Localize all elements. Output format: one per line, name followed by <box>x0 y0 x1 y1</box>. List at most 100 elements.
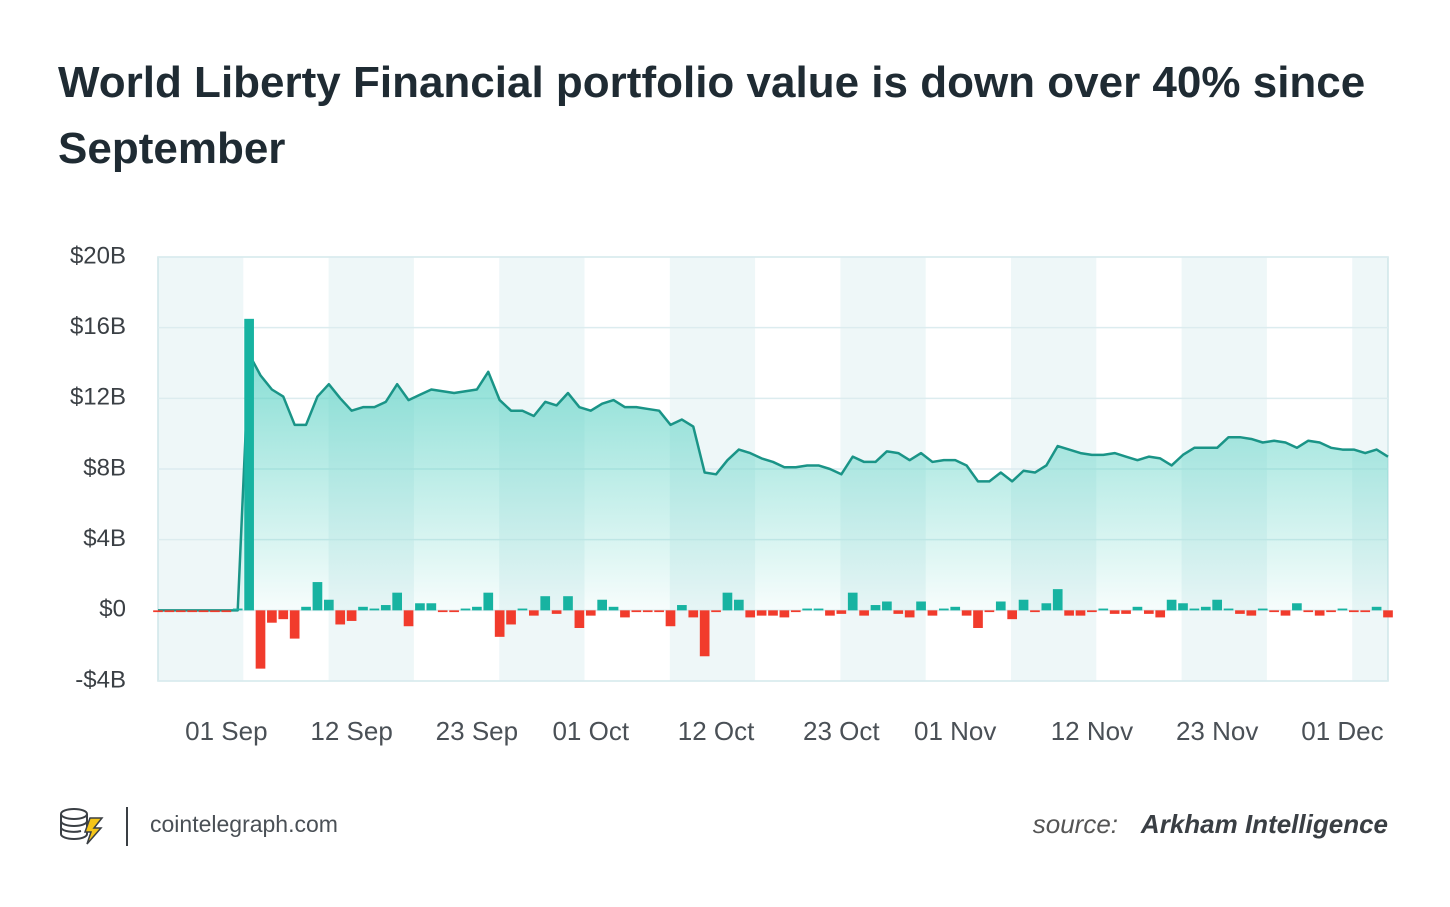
bar <box>449 610 459 613</box>
bar <box>1030 610 1040 613</box>
bar <box>1109 610 1120 614</box>
bar <box>1052 589 1063 611</box>
y-tick-label: $16B <box>70 313 126 340</box>
bar <box>232 608 243 611</box>
bar <box>346 610 357 621</box>
bar <box>631 610 642 613</box>
bar <box>733 599 744 611</box>
bar <box>551 610 562 614</box>
bar <box>267 610 277 623</box>
bar <box>289 610 300 639</box>
bar <box>335 610 346 625</box>
bar <box>392 592 403 611</box>
bar <box>847 592 858 611</box>
bar <box>506 610 516 625</box>
bar <box>1371 606 1382 611</box>
bar <box>1178 603 1188 611</box>
bar <box>620 610 630 618</box>
bar <box>437 610 448 613</box>
bar <box>255 610 266 669</box>
bar <box>210 610 220 613</box>
bar <box>699 610 710 657</box>
bar <box>790 610 801 613</box>
bar <box>654 610 664 613</box>
bar <box>1200 606 1211 611</box>
bar <box>472 606 482 611</box>
bar <box>153 610 163 613</box>
bar <box>1269 610 1279 613</box>
bar <box>961 610 972 616</box>
bar <box>1018 599 1029 611</box>
area-fill <box>158 354 1388 611</box>
bar <box>528 610 539 616</box>
bar <box>380 605 391 611</box>
bar <box>1155 610 1166 618</box>
bar <box>1007 610 1018 620</box>
bar <box>984 610 995 613</box>
bar <box>278 610 289 620</box>
x-tick-label: 23 Nov <box>1176 716 1258 746</box>
bar <box>756 610 767 616</box>
source: Arkham Intelligence <box>1140 809 1388 839</box>
bar <box>1326 610 1336 613</box>
bar <box>517 608 528 611</box>
bar <box>403 610 414 627</box>
bar <box>642 610 653 613</box>
bar <box>711 610 721 613</box>
bar <box>1235 610 1245 614</box>
bar <box>1189 608 1200 611</box>
bar <box>358 606 368 611</box>
bar <box>916 601 926 611</box>
bar <box>813 608 824 611</box>
bar <box>825 610 835 616</box>
bar <box>995 601 1006 611</box>
bar <box>973 610 983 628</box>
bar <box>221 610 232 613</box>
y-tick-label: $12B <box>70 384 126 411</box>
x-tick-label: 12 Nov <box>1051 716 1133 746</box>
chart-title: World Liberty Financial portfolio value … <box>58 58 1366 173</box>
source-label: source: <box>1033 809 1118 839</box>
bar <box>1166 599 1177 611</box>
bar <box>175 610 186 613</box>
line <box>158 352 1389 612</box>
bar <box>369 608 380 611</box>
bar <box>859 610 869 616</box>
axes: -$4B $0 $4B $8B $12B $16B $20B 01 Sep 12 Sep 23 S… <box>70 242 1384 746</box>
x-tick-label: 01 Sep <box>185 716 267 746</box>
bar <box>597 599 608 611</box>
bar <box>836 610 847 614</box>
x-tick-label: 23 Sep <box>436 716 518 746</box>
footer: cointelegraph.com source: Arkham Intelli… <box>60 807 1388 846</box>
bar <box>722 592 733 611</box>
bar <box>779 610 790 618</box>
bar <box>893 610 904 614</box>
bar <box>1075 610 1086 616</box>
bar <box>927 610 938 616</box>
bar <box>1383 610 1393 618</box>
bar <box>1223 608 1234 611</box>
bar <box>938 608 949 611</box>
bar <box>1064 610 1074 616</box>
bar <box>1348 610 1359 613</box>
bar <box>563 596 573 611</box>
x-tick-label: 01 Oct <box>552 716 629 746</box>
y-tick-label: $20B <box>70 242 126 269</box>
bar <box>585 610 596 616</box>
bar <box>244 318 254 611</box>
bar <box>460 608 471 611</box>
bar <box>904 610 915 618</box>
bar <box>164 610 175 613</box>
bar <box>768 610 778 616</box>
brand: cointelegraph.com <box>150 811 338 837</box>
x-tick-label: 01 Dec <box>1301 716 1383 746</box>
x-tick-label: 23 Oct <box>803 716 880 746</box>
bar <box>677 605 687 611</box>
x-tick-label: 01 Nov <box>914 716 996 746</box>
bar <box>1098 608 1109 611</box>
bar <box>1314 610 1325 616</box>
bar <box>312 582 323 611</box>
bar <box>301 606 311 611</box>
